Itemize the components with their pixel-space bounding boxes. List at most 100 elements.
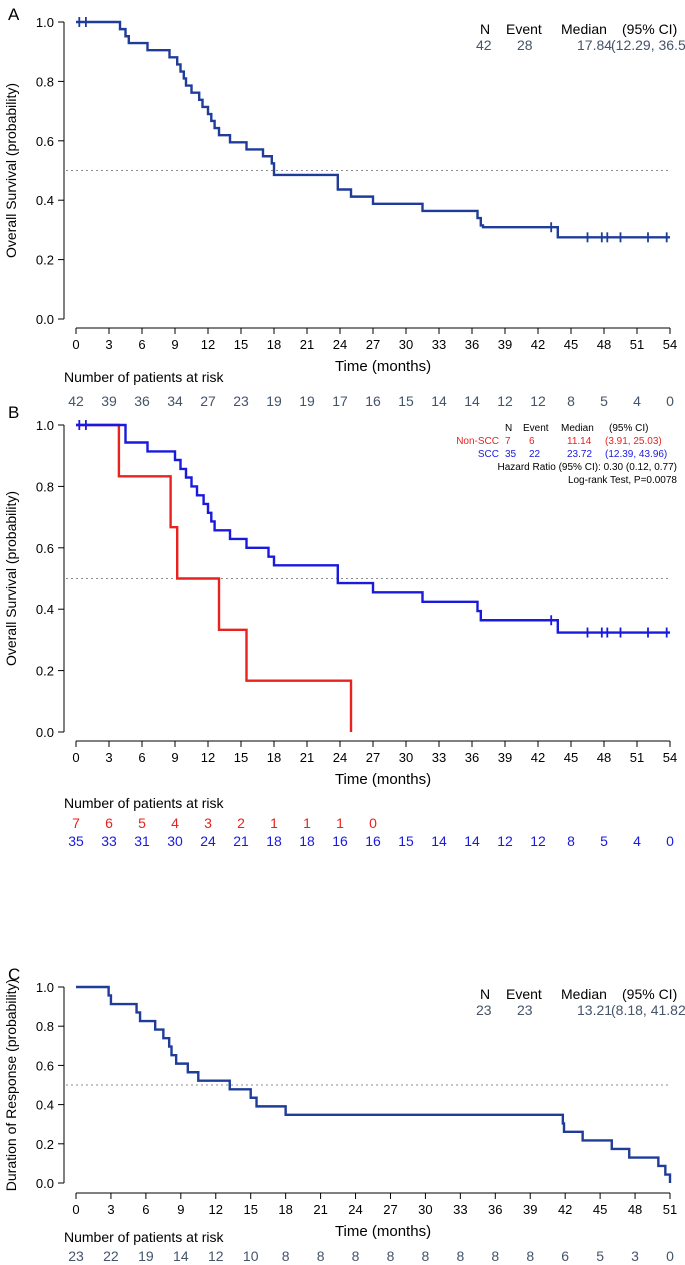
stats-events: 23 xyxy=(517,1002,533,1018)
risk-count: 8 xyxy=(352,1248,360,1264)
risk-count: 14 xyxy=(431,833,447,849)
x-tick-label: 15 xyxy=(234,750,248,765)
stats-header: Median xyxy=(561,21,607,37)
risk-table-title: Number of patients at risk xyxy=(64,795,225,811)
stats-note: Hazard Ratio (95% CI): 0.30 (0.12, 0.77) xyxy=(497,462,677,473)
x-tick-label: 30 xyxy=(399,750,413,765)
x-tick-label: 36 xyxy=(465,750,479,765)
risk-count: 0 xyxy=(369,815,377,831)
risk-count: 34 xyxy=(167,393,183,409)
risk-count: 8 xyxy=(317,1248,325,1264)
x-tick-label: 33 xyxy=(432,337,446,352)
x-tick-label: 21 xyxy=(300,750,314,765)
risk-count: 12 xyxy=(530,393,546,409)
x-tick-label: 12 xyxy=(209,1202,223,1217)
x-tick-label: 6 xyxy=(142,1202,149,1217)
km-curve xyxy=(76,20,670,239)
risk-count: 3 xyxy=(631,1248,639,1264)
risk-count: 12 xyxy=(530,833,546,849)
risk-count: 21 xyxy=(233,833,249,849)
x-tick-label: 42 xyxy=(531,337,545,352)
y-tick-label: 1.0 xyxy=(36,980,54,995)
y-tick-label: 0.6 xyxy=(36,1058,54,1073)
y-tick-label: 1.0 xyxy=(36,418,54,433)
panel-b: B0.00.20.40.60.81.00 3 6 9 12 15 18 21 24 27 30 33 3… xyxy=(3,403,677,849)
risk-count: 33 xyxy=(101,833,117,849)
risk-count: 24 xyxy=(200,833,216,849)
stats-n: 23 xyxy=(476,1002,492,1018)
risk-count: 2 xyxy=(237,815,245,831)
risk-count: 14 xyxy=(464,833,480,849)
x-tick-label: 15 xyxy=(234,337,248,352)
y-tick-label: 0.2 xyxy=(36,664,54,679)
risk-count: 15 xyxy=(398,833,414,849)
stats-header: Median xyxy=(561,986,607,1002)
risk-count: 5 xyxy=(600,393,608,409)
x-tick-label: 45 xyxy=(564,337,578,352)
y-axis-title: Overall Survival (probability) xyxy=(3,83,19,258)
risk-count: 1 xyxy=(303,815,311,831)
risk-table-title: Number of patients at risk xyxy=(64,369,225,385)
y-tick-label: 0.4 xyxy=(36,193,54,208)
x-tick-label: 33 xyxy=(453,1202,467,1217)
x-tick-label: 6 xyxy=(138,337,145,352)
risk-count: 19 xyxy=(266,393,282,409)
risk-count: 18 xyxy=(266,833,282,849)
x-tick-label: 18 xyxy=(267,750,281,765)
panel-label: A xyxy=(8,5,20,24)
stats-ci: (12.29, 36.53) xyxy=(611,37,685,53)
risk-count: 12 xyxy=(497,393,513,409)
risk-count: 12 xyxy=(208,1248,224,1264)
x-tick-label: 42 xyxy=(531,750,545,765)
panel-label: C xyxy=(8,965,20,984)
x-tick-label: 24 xyxy=(333,337,347,352)
stats-median: 13.21 xyxy=(577,1002,612,1018)
stats-median: 11.14 xyxy=(567,436,592,447)
x-tick-label: 15 xyxy=(243,1202,257,1217)
stats-header: N xyxy=(480,21,490,37)
stats-n: 7 xyxy=(505,436,511,447)
risk-count: 8 xyxy=(387,1248,395,1264)
risk-count: 8 xyxy=(491,1248,499,1264)
risk-count: 10 xyxy=(243,1248,259,1264)
risk-count: 14 xyxy=(464,393,480,409)
risk-count: 4 xyxy=(633,393,641,409)
y-tick-label: 0.2 xyxy=(36,1137,54,1152)
stats-n: 35 xyxy=(505,449,517,460)
stats-ci: (12.39, 43.96) xyxy=(605,449,667,460)
y-tick-label: 0.2 xyxy=(36,253,54,268)
risk-count: 23 xyxy=(233,393,249,409)
stats-median: 23.72 xyxy=(567,449,592,460)
risk-count: 31 xyxy=(134,833,150,849)
x-tick-label: 0 xyxy=(72,1202,79,1217)
stats-header: N xyxy=(505,423,512,434)
y-tick-label: 0.4 xyxy=(36,602,54,617)
y-tick-label: 0.0 xyxy=(36,312,54,327)
x-tick-label: 6 xyxy=(138,750,145,765)
risk-count: 23 xyxy=(68,1248,84,1264)
stats-header: Median xyxy=(561,423,594,434)
risk-count: 12 xyxy=(497,833,513,849)
stats-note: Log-rank Test, P=0.0078 xyxy=(568,475,677,486)
stats-header: Event xyxy=(506,986,542,1002)
risk-count: 19 xyxy=(138,1248,154,1264)
x-tick-label: 3 xyxy=(107,1202,114,1217)
risk-count: 0 xyxy=(666,833,674,849)
risk-count: 6 xyxy=(561,1248,569,1264)
km-curve xyxy=(76,985,672,1183)
panel-a: A0.00.20.40.60.81.00 3 6 9 12 15 18 21 24 27 30 33 3… xyxy=(3,5,685,409)
risk-count: 4 xyxy=(171,815,179,831)
stats-ci: (8.18, 41.82) xyxy=(611,1002,685,1018)
risk-count: 14 xyxy=(173,1248,189,1264)
risk-count: 1 xyxy=(336,815,344,831)
x-tick-label: 39 xyxy=(523,1202,537,1217)
x-tick-label: 9 xyxy=(177,1202,184,1217)
x-tick-label: 0 xyxy=(72,750,79,765)
y-tick-label: 0.4 xyxy=(36,1098,54,1113)
y-tick-label: 0.8 xyxy=(36,1019,54,1034)
stats-header: (95% CI) xyxy=(622,986,677,1002)
x-tick-label: 39 xyxy=(498,750,512,765)
x-tick-label: 9 xyxy=(171,337,178,352)
y-tick-label: 0.6 xyxy=(36,134,54,149)
